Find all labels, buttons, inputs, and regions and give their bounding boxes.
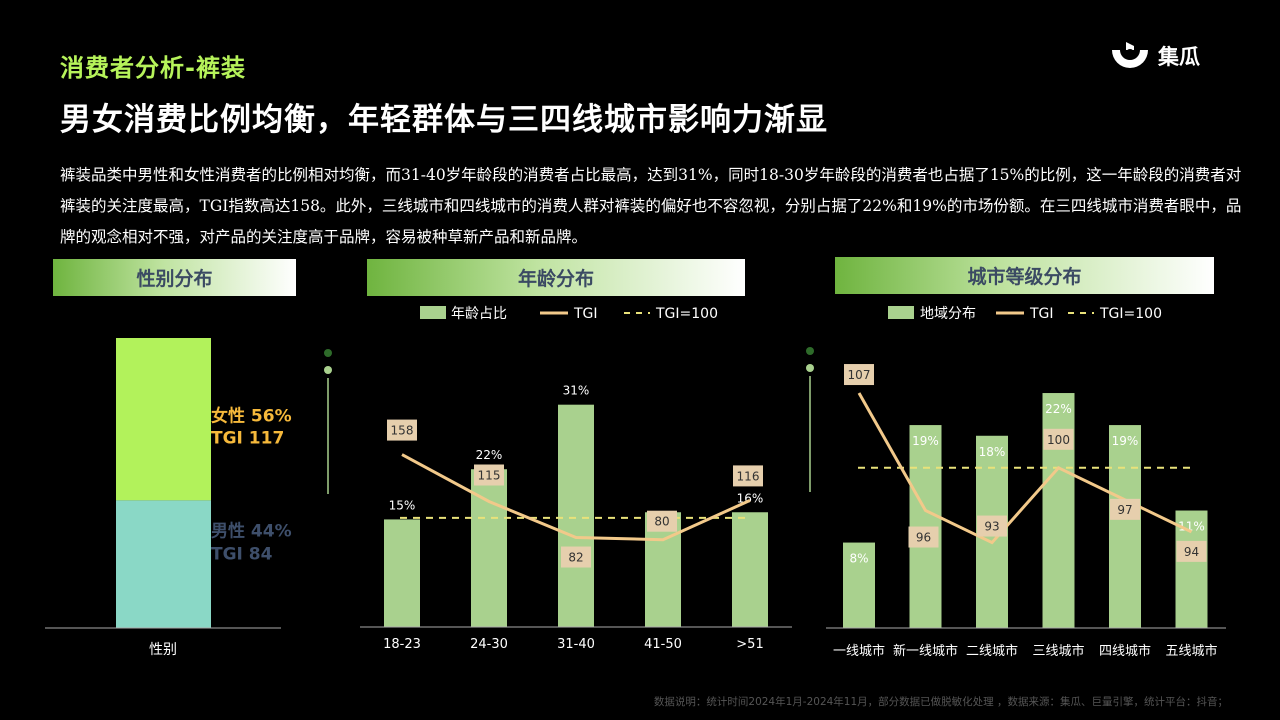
category-label-age-3: 41-50 <box>644 637 682 652</box>
gender-panel-header: 性别分布 <box>53 259 296 296</box>
tgi-value-city-3: 100 <box>1047 433 1070 447</box>
jigua-logo-icon <box>1112 42 1148 68</box>
tgi-value-age-0: 158 <box>391 424 414 438</box>
city-legend: 地域分布 TGI TGI=100 <box>888 306 1162 322</box>
tgi-line <box>857 392 1193 545</box>
bar-age-2 <box>558 404 594 627</box>
summary-paragraph: 裤装品类中男性和女性消费者的比例相对均衡，而31-40岁年龄段的消费者占比最高，… <box>60 166 1242 246</box>
legend-label-ref: TGI=100 <box>1099 306 1162 322</box>
age-chart: 年龄占比 TGI TGI=100 15% 18-23 22% 24-30 31% 31-4… <box>324 306 792 652</box>
tgi-value-box-city-0 <box>844 364 874 386</box>
tgi-value-box-age-1 <box>474 464 504 486</box>
tgi-value-age-1: 115 <box>478 469 501 483</box>
label-male-share: 男性 44% <box>211 520 292 541</box>
category-label-age-0: 18-23 <box>383 637 421 652</box>
label-female-share: 女性 56% <box>211 406 292 427</box>
label-female-tgi: TGI 117 <box>211 429 284 449</box>
bar-label-city-0: 8% <box>849 552 868 566</box>
bar-label-city-4: 19% <box>1112 434 1139 448</box>
bar-label-city-2: 18% <box>979 445 1006 459</box>
legend-label-region: 地域分布 <box>920 306 976 322</box>
tgi-value-age-3: 80 <box>654 515 669 529</box>
bar-label-age-4: 16% <box>737 491 764 505</box>
scroll-indicator <box>806 347 814 492</box>
tgi-value-city-2: 93 <box>984 520 999 534</box>
tgi-value-box-age-4 <box>733 465 763 487</box>
gender-chart: 女性 56% TGI 117 男性 44% TGI 84 性别 <box>45 338 292 658</box>
city-panel-header: 城市等级分布 <box>835 257 1214 294</box>
tgi-value-box-city-1 <box>908 526 939 548</box>
category-label-age-1: 24-30 <box>470 637 508 652</box>
bar-age-4 <box>732 512 768 627</box>
bar-male <box>116 500 211 628</box>
legend-label-share: 年龄占比 <box>451 306 507 322</box>
bar-female <box>116 338 211 501</box>
tgi-value-city-1: 96 <box>916 531 931 545</box>
legend-label-ref: TGI=100 <box>655 306 718 322</box>
bar-label-city-3: 22% <box>1045 402 1072 416</box>
category-label-city-1: 新一线城市 <box>893 643 958 659</box>
bar-label-age-0: 15% <box>389 498 416 512</box>
legend-label-tgi: TGI <box>573 306 598 322</box>
category-label-city-2: 二线城市 <box>966 643 1018 659</box>
age-panel-header: 年龄分布 <box>367 259 745 296</box>
tgi-value-city-0: 107 <box>848 368 871 382</box>
tgi-value-box-city-3 <box>1043 428 1074 450</box>
tgi-value-box-city-2 <box>977 515 1007 537</box>
bar-city-4 <box>1109 425 1141 628</box>
section-title: 消费者分析-裤装 <box>60 54 246 82</box>
tgi-value-city-4: 97 <box>1117 503 1132 517</box>
tgi-value-box-city-4 <box>1110 498 1140 520</box>
category-label-city-0: 一线城市 <box>833 643 885 659</box>
page-headline: 男女消费比例均衡，年轻群体与三四线城市影响力渐显 <box>60 102 828 138</box>
bar-city-5 <box>1175 510 1208 628</box>
category-label-city-4: 四线城市 <box>1099 643 1151 659</box>
tgi-value-city-5: 94 <box>1184 545 1199 559</box>
bar-city-0 <box>843 542 875 628</box>
bar-label-city-1: 19% <box>912 434 939 448</box>
category-label-city-3: 三线城市 <box>1032 643 1084 659</box>
category-label-age-2: 31-40 <box>557 637 595 652</box>
legend-swatch-region <box>888 306 914 319</box>
age-legend: 年龄占比 TGI TGI=100 <box>420 306 718 322</box>
tgi-value-age-4: 116 <box>737 469 760 483</box>
brand-logo: 集瓜 <box>1110 40 1200 72</box>
bar-age-0 <box>384 519 420 627</box>
tgi-value-box-age-3 <box>647 510 677 532</box>
category-label-age-4: >51 <box>736 637 763 652</box>
label-male-tgi: TGI 84 <box>211 544 273 564</box>
gender-category-label: 性别 <box>149 642 177 658</box>
footer-note: 数据说明：统计时间2024年1月-2024年11月，部分数据已做脱敏化处理 ，数… <box>653 696 1228 708</box>
bar-label-age-1: 22% <box>476 448 503 462</box>
legend-swatch-share <box>420 306 446 319</box>
bar-city-3 <box>1042 393 1075 628</box>
category-label-city-5: 五线城市 <box>1165 643 1217 659</box>
bar-label-age-2: 31% <box>563 384 590 398</box>
tgi-value-box-age-0 <box>387 419 417 441</box>
scroll-indicator <box>324 349 332 494</box>
city-chart: 地域分布 TGI TGI=100 8% 一线城市 19% 新一线城市 18% 二线城市 22… <box>806 306 1226 659</box>
bar-age-1 <box>471 469 507 627</box>
brand-name: 集瓜 <box>1158 45 1200 69</box>
tgi-value-box-age-2 <box>561 546 591 568</box>
legend-label-tgi: TGI <box>1029 306 1054 322</box>
tgi-value-age-2: 82 <box>568 551 583 565</box>
tgi-line <box>401 453 751 542</box>
tgi-value-box-city-5 <box>1176 540 1207 562</box>
